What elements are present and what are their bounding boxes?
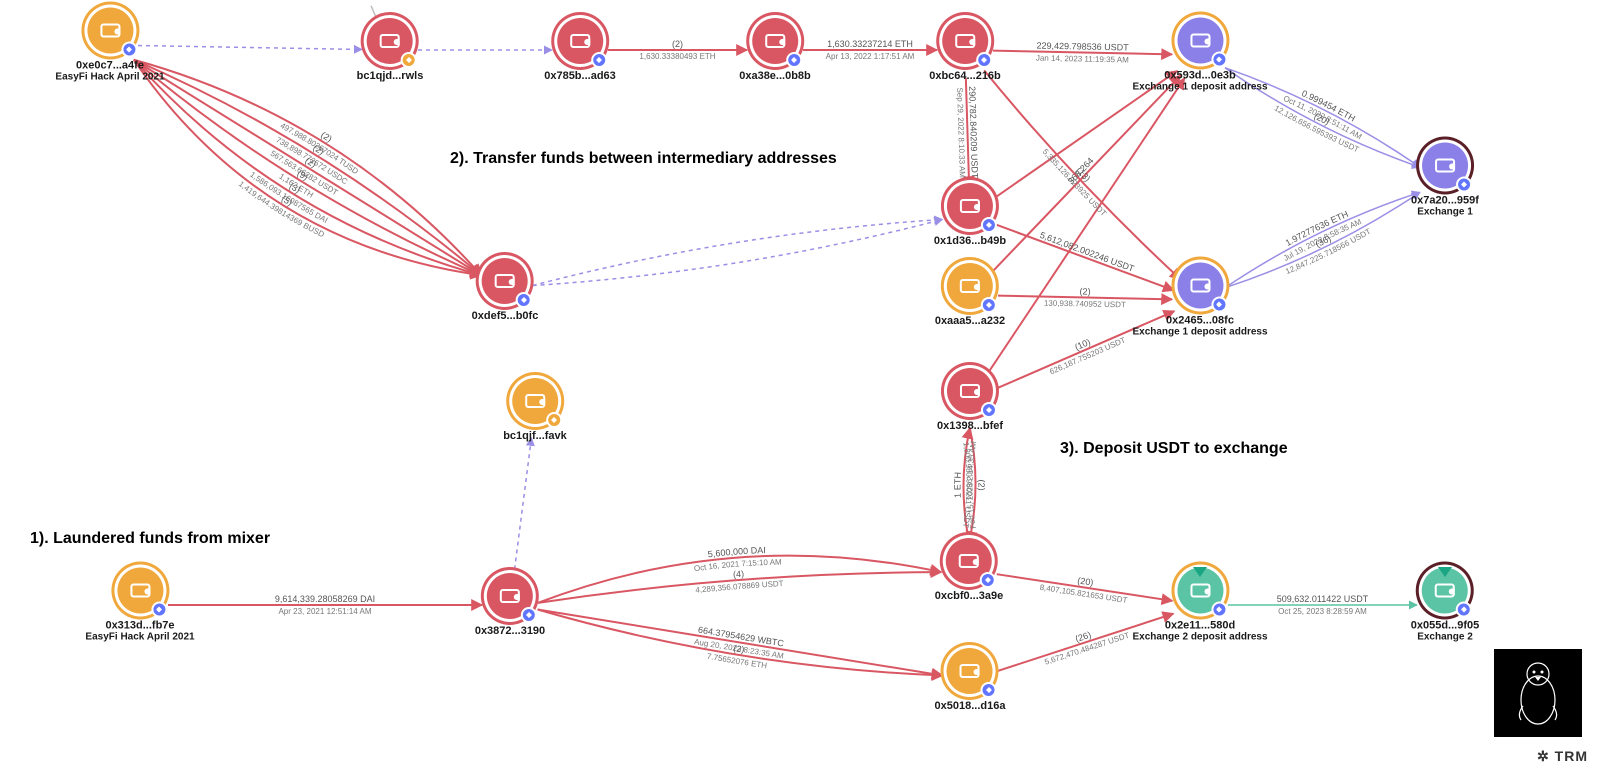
edge-label: 5,612,082.002246 USDT bbox=[1039, 230, 1137, 274]
edge-sublabel: Apr 13, 2022 1:17:51 AM bbox=[826, 52, 915, 61]
edge-sublabel: Oct 25, 2023 8:28:59 AM bbox=[1278, 607, 1367, 616]
edge-sublabel: 1,630.33380493 ETH bbox=[639, 52, 715, 61]
edge-label: (2) bbox=[1080, 286, 1091, 296]
annotation-text: 3). Deposit USDT to exchange bbox=[1060, 440, 1288, 458]
edge-sublabel: Sep 29, 2022 8:10:33 AM bbox=[955, 87, 967, 178]
edge-label: (2) bbox=[976, 479, 986, 490]
graph-canvas: (2)497,988.80267024 TUSD(2)738,898.77257… bbox=[0, 0, 1600, 773]
edge-label: 229,429.798536 USDT bbox=[1036, 41, 1129, 53]
edge bbox=[997, 614, 1174, 672]
edge bbox=[514, 438, 532, 577]
annotation-text: 2). Transfer funds between intermediary … bbox=[450, 150, 837, 168]
edge-label: (2) bbox=[672, 39, 683, 49]
edge-sublabel: Jan 14, 2023 11:19:35 AM bbox=[1036, 54, 1129, 65]
edge-label: 9,614,339.28058269 DAI bbox=[275, 594, 375, 604]
edge-label: 509,632.011422 USDT bbox=[1277, 594, 1369, 604]
edge bbox=[986, 78, 1185, 376]
annotation-text: 1). Laundered funds from mixer bbox=[30, 530, 270, 548]
edge-label: (4) bbox=[733, 569, 745, 580]
edge-label: 1 ETH bbox=[952, 472, 962, 498]
edge bbox=[138, 45, 362, 49]
marker-triangle-icon bbox=[1438, 567, 1452, 577]
brand-logo: TRM bbox=[1537, 748, 1588, 765]
edge-sublabel: 4,289,356.078869 USDT bbox=[695, 579, 784, 595]
edge-label: (10) bbox=[1073, 337, 1092, 353]
edge bbox=[996, 225, 1173, 291]
edge-sublabel: 130,938.740952 USDT bbox=[1044, 299, 1126, 310]
edge-sublabel: Apr 23, 2021 12:51:14 AM bbox=[278, 607, 371, 616]
edge-label: (2) bbox=[733, 643, 745, 655]
edge bbox=[533, 219, 943, 285]
marker-triangle-icon bbox=[1193, 567, 1207, 577]
edge bbox=[134, 60, 481, 275]
mascot-image bbox=[1494, 649, 1582, 737]
edge-label: 1,630.33237214 ETH bbox=[827, 39, 913, 49]
edge bbox=[533, 219, 943, 285]
edge bbox=[371, 6, 379, 25]
